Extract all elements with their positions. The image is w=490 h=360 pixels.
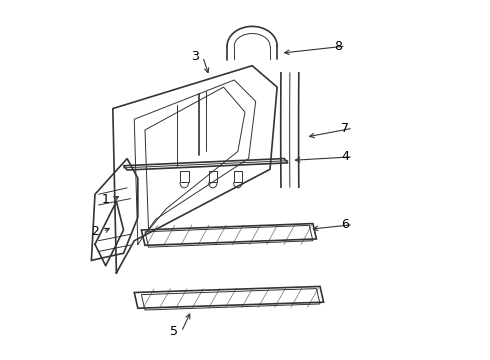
Text: 7: 7 [341,122,349,135]
Text: 3: 3 [191,50,199,63]
Text: 5: 5 [170,325,177,338]
Text: 4: 4 [341,150,349,163]
Text: 6: 6 [341,218,349,231]
Text: 8: 8 [334,40,342,53]
Text: 2: 2 [91,225,99,238]
Text: 1: 1 [102,193,110,206]
